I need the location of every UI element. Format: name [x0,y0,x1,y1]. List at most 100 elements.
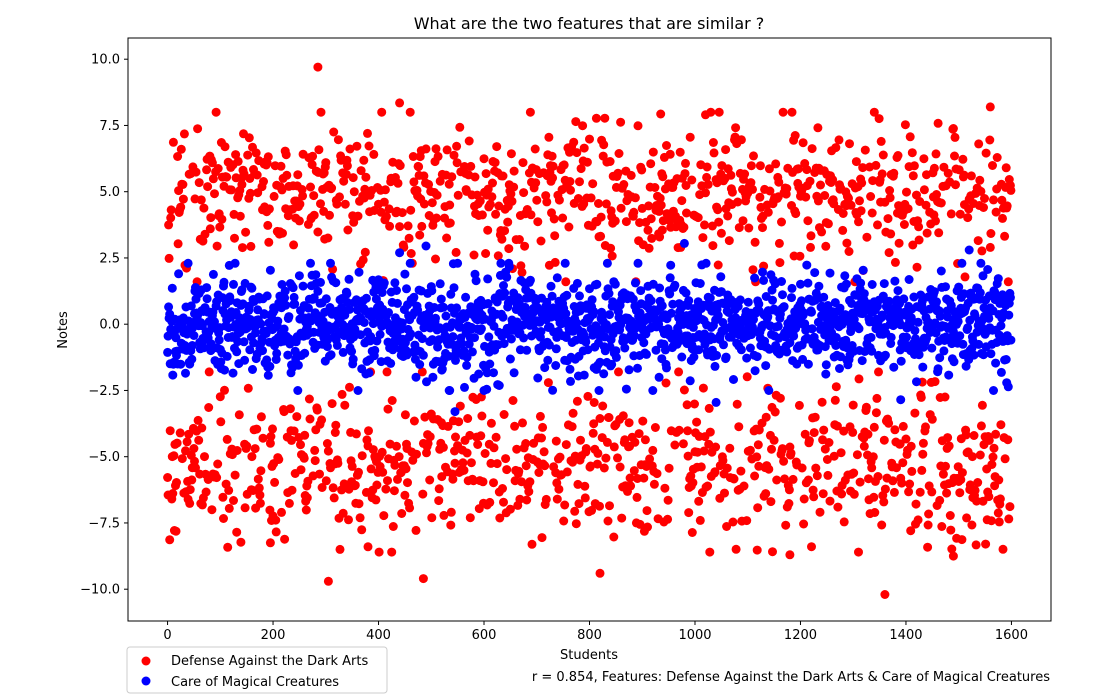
dada-point [985,102,995,112]
dada-point [342,161,352,171]
dada-point [869,422,879,432]
dada-point [388,522,398,531]
x-tick-label: 200 [261,628,286,643]
dada-point [477,411,487,421]
dada-point [662,141,671,150]
comc-point [433,342,443,352]
dada-point [728,517,738,527]
dada-point [296,440,305,450]
dada-point [605,157,615,166]
comc-point [265,265,275,275]
dada-point [487,192,497,202]
dada-point [548,173,558,183]
dada-point [714,217,724,227]
comc-point [338,347,348,357]
dada-point [927,414,937,424]
dada-point [844,247,854,256]
dada-point [833,502,843,512]
dada-point [505,504,515,514]
dada-point [364,141,374,151]
comc-point [199,343,209,353]
dada-point [680,169,690,179]
dada-point [755,192,765,202]
dada-point [885,193,895,203]
dada-point [406,205,416,215]
dada-point [485,497,495,507]
dada-point [937,522,947,531]
dada-point [1006,185,1016,195]
dada-point [630,437,640,447]
dada-point [350,480,360,490]
comc-point [819,292,829,302]
dada-point [635,519,645,529]
dada-point [383,404,393,414]
comc-point [506,334,516,344]
dada-point [473,440,483,449]
comc-point [366,332,376,341]
dada-point [263,220,273,230]
dada-point [624,418,634,428]
dada-point [988,452,998,462]
dada-point [849,468,859,478]
comc-point [509,368,519,378]
dada-point [425,432,435,442]
dada-point [625,473,635,483]
comc-point [451,355,460,365]
dada-point [921,422,930,432]
dada-point [618,411,628,421]
dada-point [1003,277,1013,287]
dada-point [752,452,762,462]
dada-point [738,216,748,226]
dada-point [256,466,266,476]
dada-point [514,235,524,244]
comc-point [929,287,939,297]
comc-point [359,318,369,327]
x-tick-label: 800 [577,628,602,643]
comc-point [821,360,831,370]
dada-point [859,441,869,451]
dada-point [726,170,736,180]
comc-point [648,386,658,395]
dada-point [807,542,816,552]
comc-point [1001,355,1011,364]
comc-point [587,295,597,305]
dada-point [383,476,392,486]
dada-point [787,107,797,117]
comc-point [746,330,756,340]
y-tick-label: −2.5 [88,384,120,399]
dada-point [327,183,337,193]
legend-marker-dada [141,656,151,666]
dada-point [711,442,721,452]
comc-point [941,282,950,292]
dada-point [560,500,570,510]
comc-point [551,344,561,354]
dada-point [834,135,844,145]
dada-point [682,208,691,218]
comc-point [889,362,899,372]
comc-point [216,357,226,367]
dada-point [615,462,625,472]
comc-point [1003,382,1013,392]
dada-point [905,132,915,142]
dada-point [578,121,588,131]
dada-point [329,493,339,503]
dada-point [683,451,693,461]
dada-point [270,477,280,487]
dada-point [987,460,997,469]
dada-point [614,149,624,158]
dada-point [614,367,623,377]
dada-point [345,382,354,392]
comc-point [500,288,510,298]
comc-point [835,303,845,313]
comc-point [431,313,440,323]
comc-point [957,258,967,268]
chart-title: What are the two features that are simil… [414,14,765,33]
dada-point [648,147,658,157]
comc-point [452,303,462,313]
dada-point [455,122,465,132]
comc-point [677,352,687,362]
comc-point [902,332,911,342]
comc-point [551,361,561,370]
comc-point [273,316,283,326]
dada-point [864,474,873,484]
